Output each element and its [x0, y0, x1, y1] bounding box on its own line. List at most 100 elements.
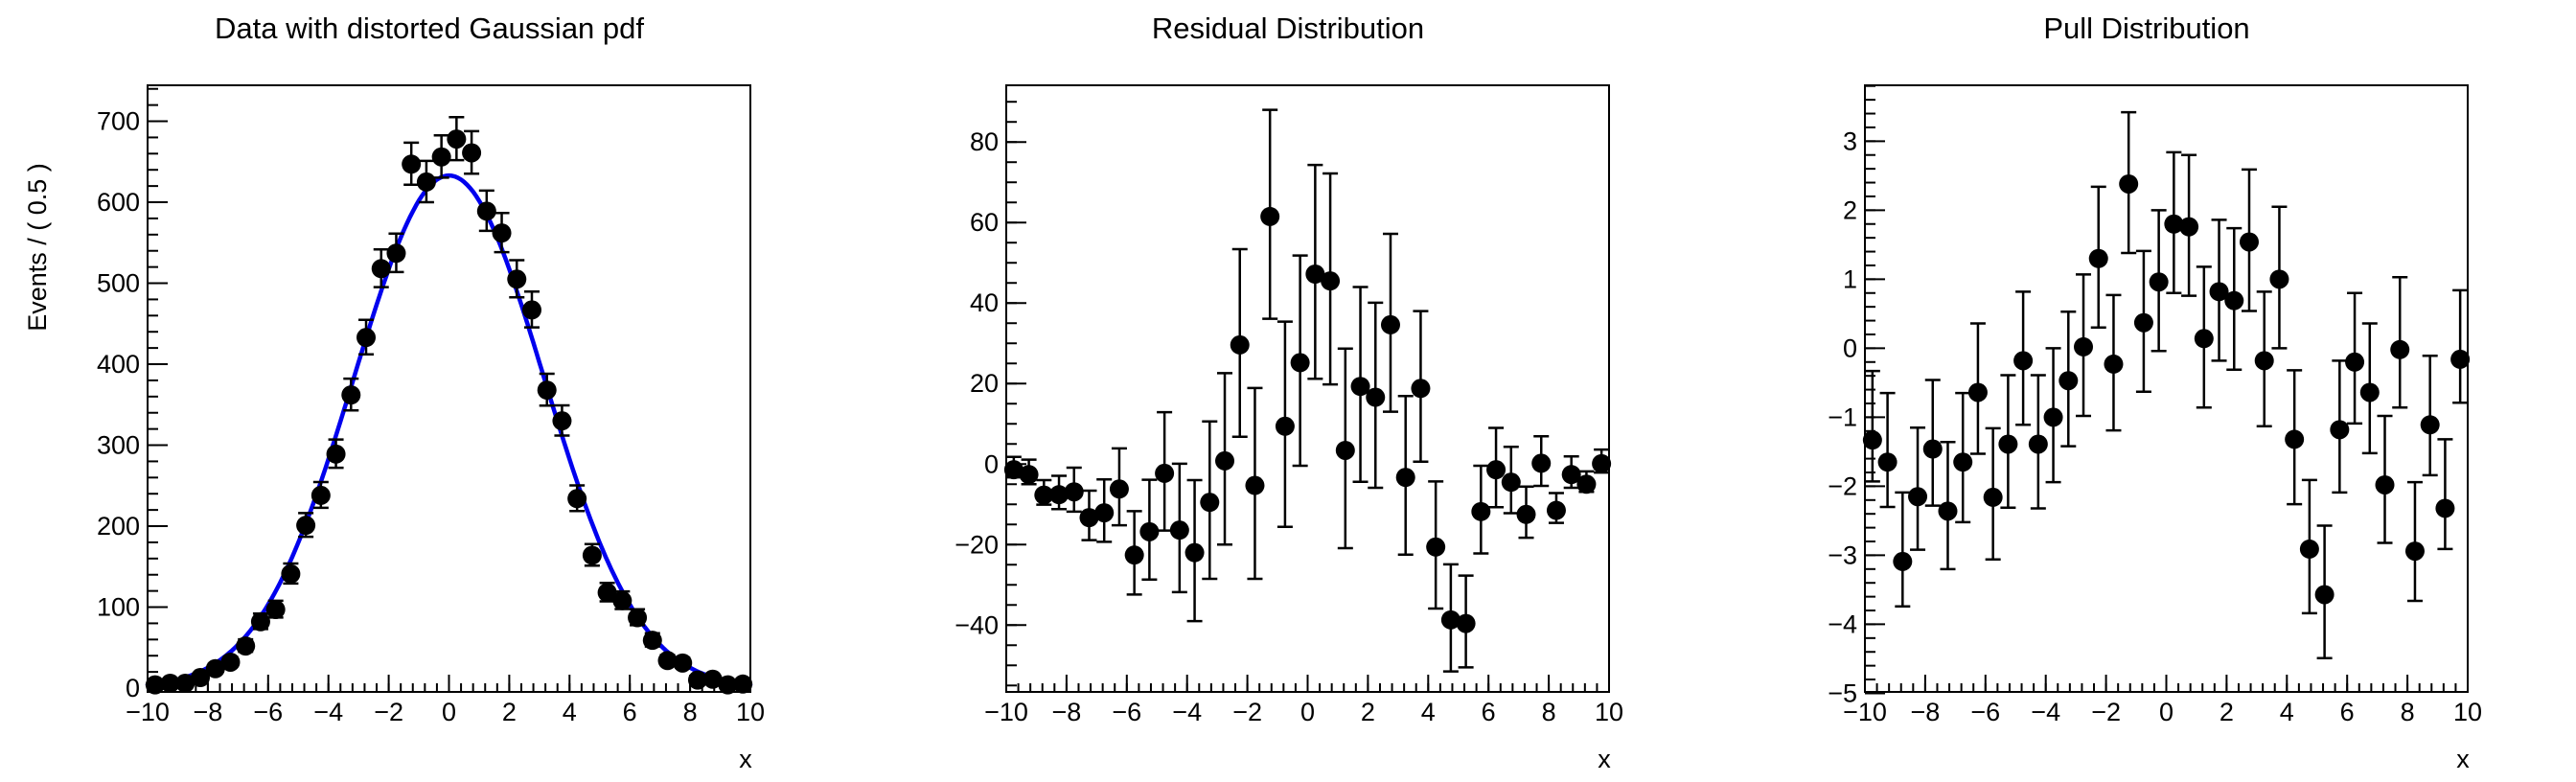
- data-point: [205, 658, 225, 678]
- data-point: [597, 582, 617, 603]
- data-point: [1350, 286, 1370, 483]
- x-tick-label: 10: [2453, 698, 2482, 726]
- data-point: [2104, 293, 2124, 432]
- panel-residual-distribution: −10 −8 −6 −4 −2 0 2 4 6 8 10 −40 −20 0 20 40 60 80 Residu…: [859, 0, 1717, 782]
- x-tick-label: 4: [2280, 698, 2294, 726]
- data-point: [250, 611, 270, 632]
- data-point: [1034, 478, 1054, 506]
- residual-title: Residual Distribution: [1152, 12, 1424, 45]
- x-tick-label: −8: [1052, 698, 1082, 726]
- data-point: [1440, 563, 1460, 673]
- data-point: [1321, 172, 1341, 386]
- data-point: [2330, 359, 2350, 494]
- x-tick-label: −10: [984, 698, 1028, 726]
- data-point: [552, 403, 572, 437]
- data-point: [1064, 466, 1084, 514]
- data-point: [1366, 301, 1386, 490]
- data-point: [673, 653, 693, 673]
- data-point: [1003, 455, 1024, 480]
- y-tick-label: 80: [970, 127, 999, 156]
- data-point: [1305, 163, 1325, 380]
- data-point: [2269, 205, 2289, 350]
- x-tick-label: −2: [374, 698, 403, 726]
- data-point: [521, 290, 541, 329]
- data-point: [642, 631, 662, 651]
- data-point: [2254, 290, 2274, 427]
- data-point: [612, 589, 632, 610]
- x-tick-label: −4: [1172, 698, 1202, 726]
- x-tick-label: 0: [442, 698, 456, 726]
- y-tick-label: 700: [97, 107, 140, 136]
- data-point: [2209, 218, 2229, 362]
- y-tick-label: 400: [97, 350, 140, 379]
- data-point: [628, 608, 648, 628]
- data-point: [447, 115, 467, 162]
- data-point: [2435, 438, 2455, 551]
- data-point: [1049, 474, 1070, 511]
- y-tick-label: 1: [1843, 264, 1857, 293]
- y-tick-label: −3: [1828, 540, 1857, 569]
- data-point: [1908, 426, 1928, 551]
- data-point: [1215, 372, 1235, 546]
- data-point: [1109, 447, 1129, 527]
- x-tick-label: −4: [2031, 698, 2060, 726]
- data-point: [1411, 310, 1431, 463]
- data-point: [191, 668, 211, 688]
- y-tick-label: 2: [1843, 196, 1857, 224]
- data-point: [2285, 369, 2305, 506]
- x-tick-label: 6: [623, 698, 637, 726]
- y-tick-label: −2: [1828, 472, 1857, 500]
- data-point: [356, 318, 377, 356]
- data-point: [1471, 464, 1491, 555]
- data-point: [386, 232, 406, 274]
- pull-x-axis-title: x: [2456, 745, 2470, 773]
- data-point: [2345, 291, 2365, 426]
- x-tick-label: 0: [2159, 698, 2174, 726]
- data-point: [537, 372, 557, 407]
- data-point: [1893, 491, 1913, 608]
- x-tick-label: 2: [1361, 698, 1375, 726]
- data-point: [2028, 374, 2048, 510]
- data-point: [2179, 153, 2199, 297]
- data-point: [1260, 108, 1280, 320]
- data-point: [1169, 462, 1189, 594]
- data-point: [2058, 310, 2079, 448]
- data-gaussian-plot-svg: −10 −8 −6 −4 −2 0 2 4 6 8 100100200300400500600700…: [23, 12, 765, 773]
- data-point: [220, 652, 241, 672]
- data-point: [1019, 458, 1039, 486]
- residual-x-axis-title: x: [1598, 745, 1611, 773]
- data-point: [1501, 445, 1521, 515]
- data-point: [462, 129, 482, 175]
- data-point: [582, 542, 602, 567]
- data-point: [2224, 226, 2244, 371]
- y-tick-label: 300: [97, 431, 140, 460]
- data-point: [281, 562, 301, 586]
- data-point: [1486, 426, 1506, 509]
- data-gaussian-title: Data with distorted Gaussian pdf: [215, 12, 644, 45]
- data-point: [1335, 347, 1355, 550]
- y-tick-label: 0: [1843, 334, 1857, 362]
- x-tick-label: −4: [313, 698, 343, 726]
- y-tick-label: 20: [970, 369, 999, 398]
- y-tick-label: 0: [984, 449, 999, 478]
- data-point: [1395, 395, 1415, 557]
- y-tick-label: 500: [97, 269, 140, 298]
- data-point: [1079, 489, 1099, 541]
- y-tick-label: 60: [970, 208, 999, 237]
- x-tick-label: −6: [253, 698, 283, 726]
- x-tick-label: 8: [2401, 698, 2415, 726]
- data-point: [2450, 288, 2471, 404]
- data-point: [1967, 322, 1988, 455]
- data-point: [310, 480, 331, 510]
- data-point: [1456, 574, 1476, 669]
- data-point: [2013, 290, 2034, 426]
- data-point: [145, 675, 165, 695]
- data-point: [1576, 470, 1597, 494]
- x-tick-label: 4: [1421, 698, 1436, 726]
- x-tick-label: −2: [2091, 698, 2121, 726]
- data-point: [1546, 492, 1566, 524]
- x-tick-label: 2: [502, 698, 517, 726]
